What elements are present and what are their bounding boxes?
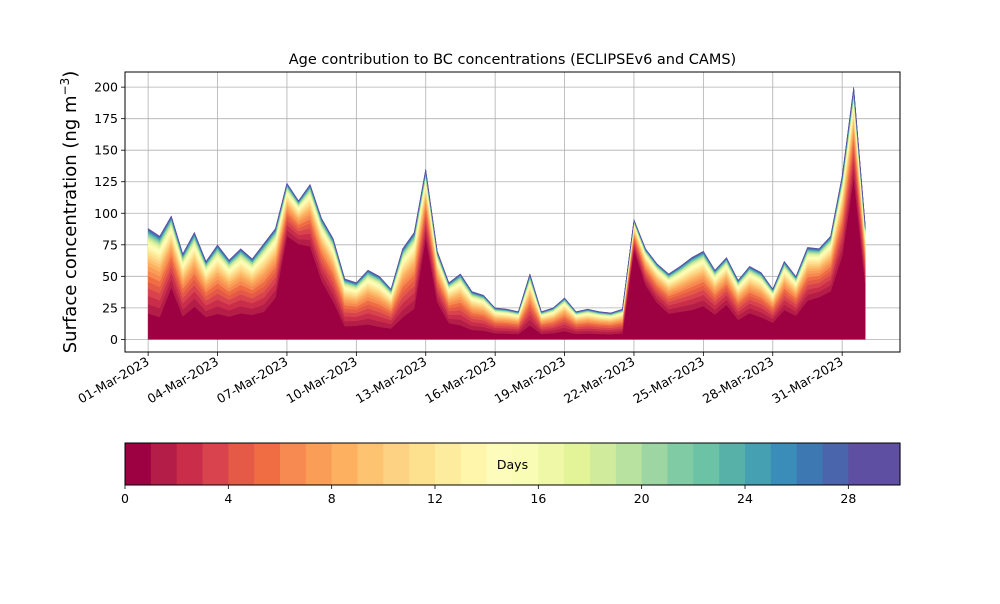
colorbar-swatch: [796, 443, 824, 485]
colorbar-swatch: [770, 443, 798, 485]
y-tick-label: 150: [94, 143, 118, 158]
y-axis: 0 25 50 75 100 125 150 175 200: [94, 80, 125, 347]
y-tick-label: 125: [94, 174, 118, 189]
colorbar-swatch: [719, 443, 746, 485]
x-tick-label: 19-Mar-2023: [492, 354, 568, 407]
colorbar: [125, 443, 901, 485]
colorbar-swatch: [125, 443, 152, 485]
colorbar-tick-label: 16: [530, 491, 546, 506]
colorbar-swatch: [564, 443, 591, 485]
colorbar-swatch: [409, 443, 436, 485]
x-tick-label: 13-Mar-2023: [353, 354, 429, 407]
x-tick-label: 22-Mar-2023: [561, 354, 637, 407]
colorbar-tick-label: 20: [634, 491, 650, 506]
age-band-29: [147, 87, 866, 314]
colorbar-swatch: [512, 443, 539, 485]
colorbar-swatch: [538, 443, 565, 485]
colorbar-swatch: [357, 443, 384, 485]
y-tick-label: 50: [102, 269, 118, 284]
x-tick-label: 16-Mar-2023: [422, 354, 498, 407]
colorbar-tick-label: 12: [427, 491, 443, 506]
colorbar-label: Days: [497, 457, 528, 472]
colorbar-swatch: [228, 443, 255, 485]
colorbar-tick-label: 8: [328, 491, 336, 506]
colorbar-axis: 0 4 8 12 16 20 24 28: [121, 485, 856, 506]
colorbar-swatch: [745, 443, 772, 485]
x-tick-label: 31-Mar-2023: [769, 354, 845, 407]
x-axis: 01-Mar-202304-Mar-202307-Mar-202310-Mar-…: [75, 352, 846, 407]
colorbar-swatch: [435, 443, 462, 485]
x-tick-label: 28-Mar-2023: [700, 354, 776, 407]
colorbar-frame: [124, 442, 901, 486]
colorbar-swatch: [848, 443, 875, 485]
y-tick-label: 175: [94, 111, 118, 126]
colorbar-swatch: [693, 443, 720, 485]
colorbar-swatch: [667, 443, 694, 485]
colorbar-swatch: [150, 443, 178, 485]
colorbar-swatch: [331, 443, 359, 485]
y-axis-label: Surface concentration (ng m−3): [58, 71, 81, 354]
colorbar-tick-label: 4: [224, 491, 232, 506]
x-tick-label: 07-Mar-2023: [214, 354, 290, 407]
colorbar-swatch: [486, 443, 514, 485]
colorbar-swatch: [176, 443, 204, 485]
y-tick-label: 75: [102, 237, 118, 252]
x-tick-label: 01-Mar-2023: [75, 354, 151, 407]
x-tick-label: 10-Mar-2023: [283, 354, 359, 407]
colorbar-swatch: [615, 443, 643, 485]
colorbar-swatch: [383, 443, 410, 485]
colorbar-tick-label: 24: [737, 491, 753, 506]
y-tick-label: 0: [110, 332, 118, 347]
colorbar-swatch: [202, 443, 229, 485]
x-tick-label: 04-Mar-2023: [145, 354, 221, 407]
colorbar-swatch: [305, 443, 333, 485]
x-tick-label: 25-Mar-2023: [630, 354, 706, 407]
colorbar-swatch: [280, 443, 307, 485]
age-stack-areas: [147, 87, 866, 340]
colorbar-swatch: [822, 443, 849, 485]
colorbar-tick-label: 0: [121, 491, 129, 506]
colorbar-tick-label: 28: [840, 491, 856, 506]
colorbar-swatch: [460, 443, 488, 485]
colorbar-swatch: [254, 443, 281, 485]
plot-frame: [124, 71, 901, 353]
y-tick-label: 100: [94, 206, 118, 221]
colorbar-swatch: [641, 443, 669, 485]
y-tick-label: 200: [94, 80, 118, 95]
colorbar-swatch: [590, 443, 617, 485]
colorbar-swatch: [874, 443, 901, 485]
y-tick-label: 25: [102, 300, 118, 315]
chart-title: Age contribution to BC concentrations (E…: [289, 52, 736, 68]
